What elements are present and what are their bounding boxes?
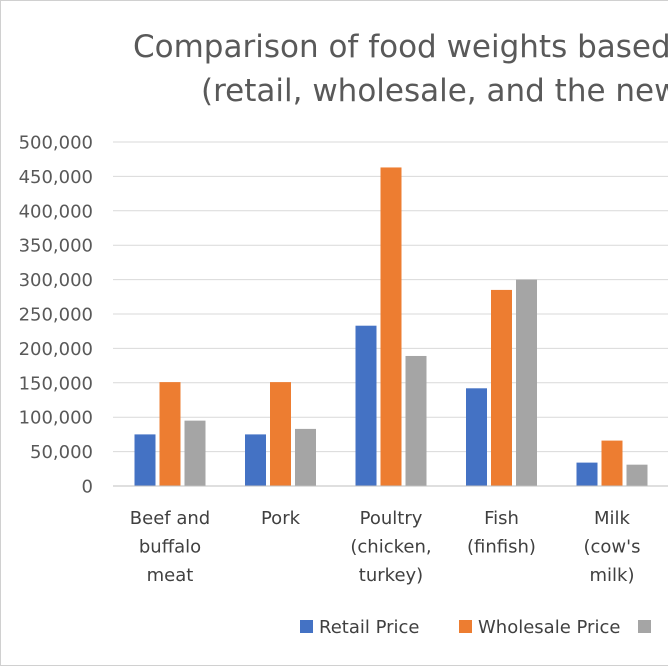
x-tick-label: Fish — [484, 508, 519, 529]
bar — [601, 440, 623, 486]
bar — [491, 289, 512, 486]
bar — [134, 434, 156, 486]
x-tick-label: Beef and — [130, 508, 210, 529]
x-tick-label: milk) — [590, 565, 635, 586]
legend-label: Retail Price — [319, 617, 420, 638]
bar — [380, 167, 402, 486]
chart-title-line-1: Comparison of food weights based on — [133, 29, 668, 65]
y-tick-label: 100,000 — [19, 408, 93, 429]
bar — [405, 355, 427, 486]
x-tick-label: Pork — [261, 508, 301, 529]
x-tick-label: meat — [147, 565, 194, 586]
bar — [245, 434, 266, 486]
bar — [516, 279, 537, 486]
x-tick-label: Poultry — [360, 508, 423, 529]
y-tick-label: 400,000 — [19, 201, 93, 222]
y-tick-label: 200,000 — [19, 339, 93, 360]
category-labels: Beef and buffalo meat Pork Poultry (chicken, t… — [130, 508, 641, 586]
y-tick-label: 500,000 — [19, 133, 93, 154]
y-tick-label: 150,000 — [19, 373, 93, 394]
bar — [295, 428, 316, 486]
bar — [270, 382, 291, 486]
x-tick-label: buffalo — [139, 537, 201, 558]
bar — [355, 325, 377, 486]
x-tick-label: (finfish) — [467, 537, 536, 558]
bar — [466, 388, 487, 486]
legend-swatch — [459, 620, 472, 633]
legend-swatch — [300, 620, 313, 633]
bar — [626, 464, 648, 486]
chart-title-line-2: (retail, wholesale, and the new — [201, 73, 668, 109]
x-tick-label: (cow's — [584, 537, 641, 558]
bar — [159, 382, 181, 486]
bar — [576, 462, 598, 486]
y-tick-label: 300,000 — [19, 270, 93, 291]
legend-label: Wholesale Price — [478, 617, 620, 638]
y-axis-ticks: 0 50,000 100,000 150,000 200,000 250,000 300,0… — [19, 133, 93, 498]
y-tick-label: 450,000 — [19, 167, 93, 188]
x-tick-label: turkey) — [359, 565, 423, 586]
y-tick-label: 0 — [82, 477, 93, 498]
y-tick-label: 250,000 — [19, 305, 93, 326]
y-tick-label: 50,000 — [30, 442, 93, 463]
x-tick-label: (chicken, — [350, 537, 431, 558]
legend: Retail Price Wholesale Price — [300, 617, 651, 638]
bars — [134, 167, 648, 486]
legend-swatch — [638, 620, 651, 633]
x-tick-label: Milk — [594, 508, 631, 529]
bar — [184, 420, 206, 486]
y-tick-label: 350,000 — [19, 236, 93, 257]
